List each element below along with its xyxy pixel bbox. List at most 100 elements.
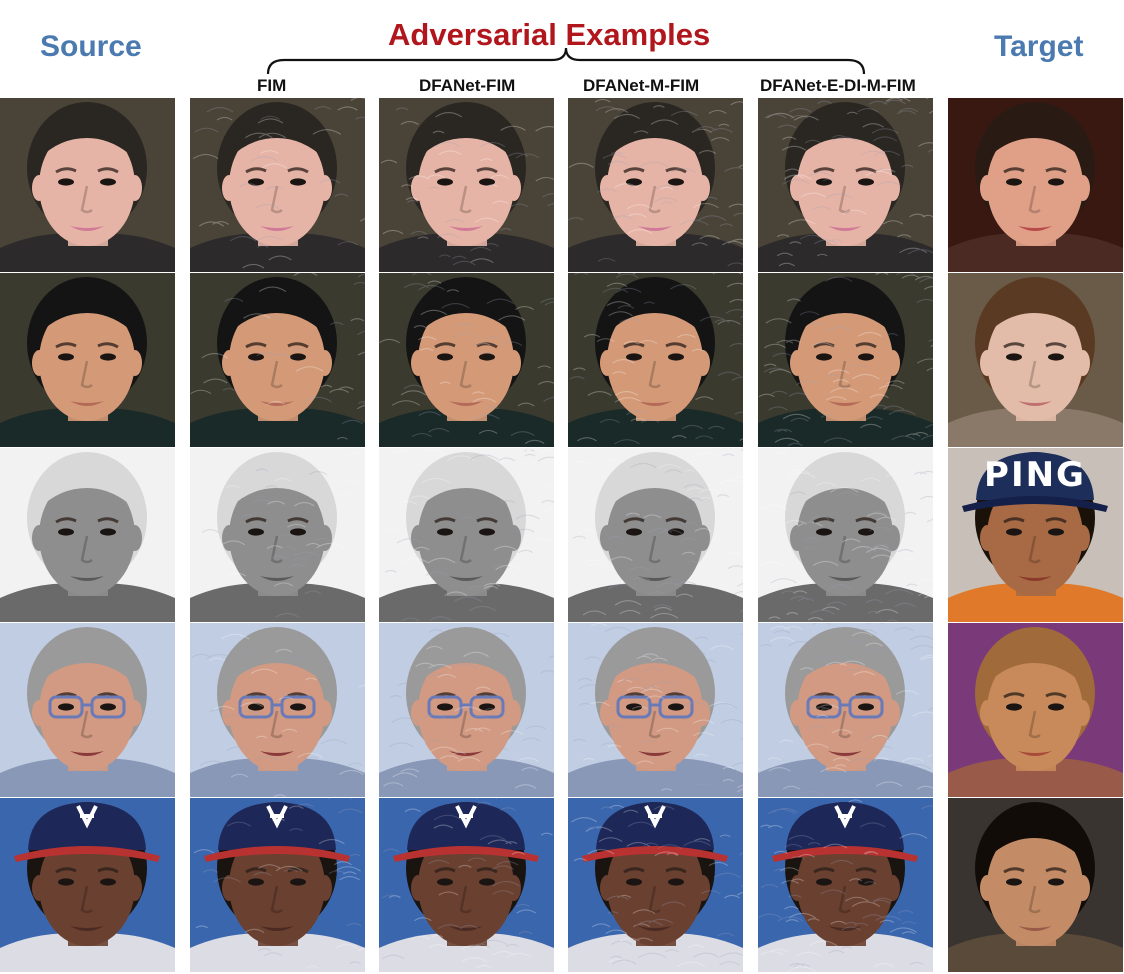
adversarial-face-image-fim [190,798,365,972]
right-eye [1048,178,1064,186]
face [229,126,325,246]
mouth [638,576,672,581]
left-eye [248,178,264,186]
face [987,476,1083,596]
perturbation-texture [572,623,743,793]
target-face-image: PING [948,448,1123,622]
left-eye [437,703,453,711]
mouth [70,926,104,931]
glasses [427,695,463,719]
mouth [1018,226,1052,231]
mouth [638,751,672,756]
face [418,651,514,771]
mouth [449,576,483,581]
left-eye [816,353,832,361]
cap-brim [393,846,539,862]
face [229,301,325,421]
source-face-image [0,273,175,447]
adversarial-face-image-dfanet-m-fim [568,623,743,797]
right-eye [668,528,684,536]
perturbation-texture [191,633,365,797]
mouth [828,576,862,581]
mouth [828,926,862,931]
shoulders [568,758,743,797]
source-face-image [0,98,175,272]
perturbation-texture [571,804,743,968]
face [607,651,703,771]
right-eye [479,878,495,886]
left-eye [1006,878,1022,886]
target-face-image [948,798,1123,972]
adversarial-face-image-dfanet-e-di-m-fim [758,98,933,272]
method-label-dfanet-m-fim: DFANet-M-FIM [583,76,700,95]
right-eye [1048,528,1064,536]
mouth [260,226,294,231]
mouth [260,576,294,581]
adversarial-face-image-dfanet-fim [379,448,554,622]
perturbation-texture [190,273,365,440]
shoulders [190,933,365,972]
adversarial-face-image-fim [190,448,365,622]
face [39,301,135,421]
column-dfanet-m-fim [568,98,743,974]
shoulders [0,933,175,972]
left-eye [58,178,74,186]
shoulders [948,233,1123,272]
face [607,476,703,596]
shoulders [0,758,175,797]
right-eye [479,528,495,536]
perturbation-texture [384,448,554,622]
face [607,126,703,246]
right-eye [290,353,306,361]
right-eye [858,528,874,536]
right-eye [668,353,684,361]
right-eye [1048,878,1064,886]
left-eye [1006,703,1022,711]
mouth [1018,401,1052,406]
column-dfanet-fim [379,98,554,974]
shoulders [758,933,933,972]
right-eye [290,703,306,711]
shoulders [0,583,175,622]
shoulders [379,233,554,272]
target-face-image [948,623,1123,797]
cap-logo [76,805,98,829]
adversarial-face-image-fim [190,98,365,272]
left-eye [626,178,642,186]
perturbation-texture [383,629,554,791]
cap-logo [644,805,666,829]
right-eye [479,178,495,186]
mouth [828,401,862,406]
column-fim [190,98,365,974]
face [418,476,514,596]
mouth [70,576,104,581]
left-eye [248,703,264,711]
right-eye [668,878,684,886]
perturbation-texture [569,273,743,445]
shoulders [379,758,554,797]
glasses [806,695,842,719]
shoulders [379,933,554,972]
left-eye [437,353,453,361]
cap-logo-text: PING [984,455,1086,495]
left-eye [437,528,453,536]
shoulders [948,583,1123,622]
column-dfanet-e-di-m-fim [758,98,933,974]
perturbation-texture [758,799,933,972]
left-eye [248,528,264,536]
target-face-image [948,273,1123,447]
target-column-title: Target [994,30,1084,63]
right-eye [100,178,116,186]
perturbation-texture [760,623,933,796]
adversarial-face-image-dfanet-m-fim [568,98,743,272]
mouth [260,751,294,756]
face [797,301,893,421]
left-eye [248,878,264,886]
face [39,826,135,946]
left-eye [626,878,642,886]
right-eye [479,353,495,361]
right-eye [1048,703,1064,711]
face [987,651,1083,771]
left-eye [58,878,74,886]
shoulders [0,233,175,272]
